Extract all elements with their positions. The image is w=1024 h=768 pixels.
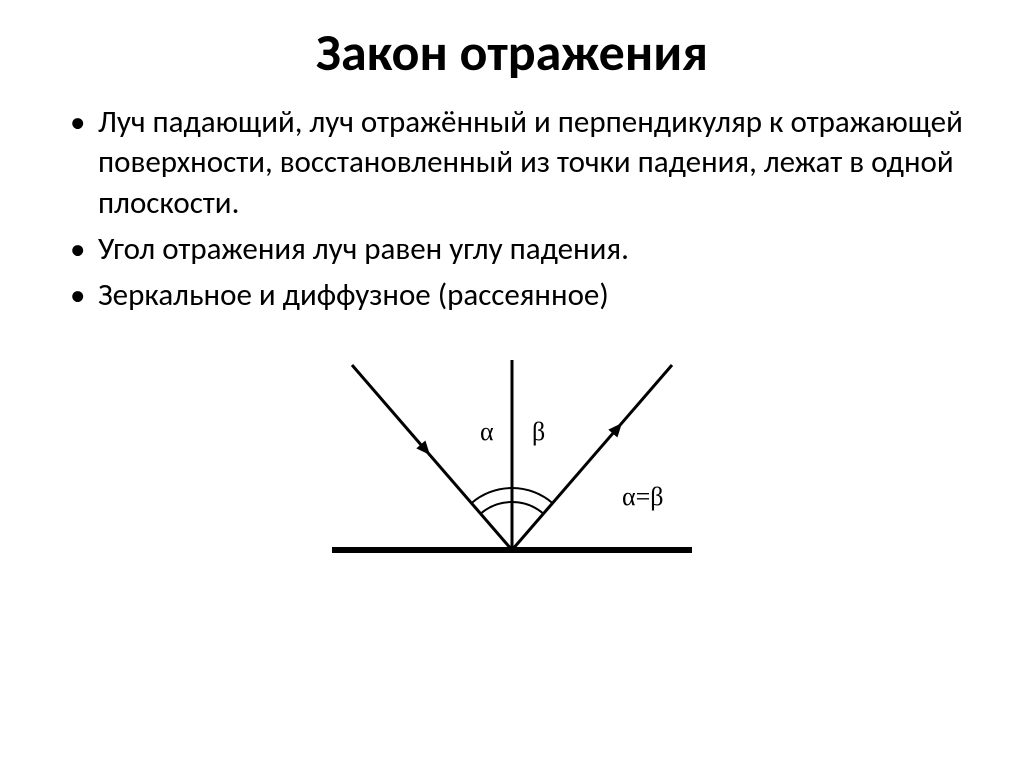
- diagram-container: α β α=β: [40, 330, 984, 590]
- bullet-item: Угол отражения луч равен углу падения.: [70, 229, 984, 269]
- bullet-item: Луч падающий, луч отражённый и перпендик…: [70, 102, 984, 223]
- svg-text:β: β: [532, 417, 545, 446]
- page-title: Закон отражения: [40, 20, 984, 84]
- reflection-diagram: α β α=β: [282, 330, 742, 590]
- bullet-item: Зеркальное и диффузное (рассеянное): [70, 275, 984, 315]
- svg-text:α: α: [480, 417, 494, 446]
- svg-text:α=β: α=β: [622, 482, 664, 511]
- bullet-list: Луч падающий, луч отражённый и перпендик…: [40, 102, 984, 315]
